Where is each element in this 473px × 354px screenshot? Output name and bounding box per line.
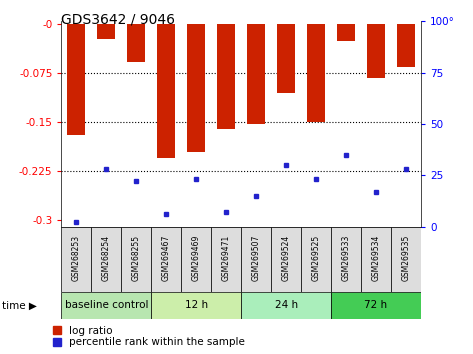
FancyBboxPatch shape (122, 227, 151, 292)
Bar (187, 24, 205, 152)
Bar (97, 24, 115, 39)
Text: baseline control: baseline control (65, 300, 148, 310)
Bar (217, 24, 235, 129)
FancyBboxPatch shape (271, 227, 301, 292)
Text: 24 h: 24 h (275, 300, 298, 310)
Legend: log ratio, percentile rank within the sample: log ratio, percentile rank within the sa… (53, 326, 245, 347)
Text: GSM268255: GSM268255 (132, 235, 141, 281)
FancyBboxPatch shape (241, 292, 331, 319)
FancyBboxPatch shape (301, 227, 331, 292)
FancyBboxPatch shape (61, 227, 91, 292)
FancyBboxPatch shape (151, 227, 181, 292)
FancyBboxPatch shape (211, 227, 241, 292)
FancyBboxPatch shape (91, 227, 122, 292)
Bar (127, 24, 145, 62)
Text: GSM269469: GSM269469 (192, 235, 201, 281)
Text: GSM269507: GSM269507 (252, 235, 261, 281)
Text: 12 h: 12 h (185, 300, 208, 310)
Text: GSM269533: GSM269533 (342, 235, 350, 281)
FancyBboxPatch shape (241, 227, 271, 292)
Bar (247, 24, 265, 124)
Text: GSM269535: GSM269535 (402, 235, 411, 281)
Bar (68, 24, 86, 135)
Text: GSM269534: GSM269534 (371, 235, 381, 281)
Bar (158, 24, 175, 158)
Text: GSM269467: GSM269467 (162, 235, 171, 281)
FancyBboxPatch shape (391, 227, 421, 292)
FancyBboxPatch shape (331, 292, 421, 319)
FancyBboxPatch shape (151, 292, 241, 319)
Bar (277, 24, 295, 93)
Bar (397, 24, 415, 67)
Text: 72 h: 72 h (365, 300, 387, 310)
FancyBboxPatch shape (361, 227, 391, 292)
Text: GSM268253: GSM268253 (72, 235, 81, 281)
Text: time ▶: time ▶ (2, 300, 37, 310)
Text: GSM269524: GSM269524 (281, 235, 291, 281)
Text: GSM269525: GSM269525 (312, 235, 321, 281)
Text: GSM268254: GSM268254 (102, 235, 111, 281)
Bar (307, 24, 325, 122)
FancyBboxPatch shape (61, 292, 151, 319)
Bar (367, 24, 385, 78)
Bar (337, 24, 355, 41)
Text: GSM269471: GSM269471 (222, 235, 231, 281)
FancyBboxPatch shape (181, 227, 211, 292)
Text: GDS3642 / 9046: GDS3642 / 9046 (61, 12, 175, 27)
FancyBboxPatch shape (331, 227, 361, 292)
